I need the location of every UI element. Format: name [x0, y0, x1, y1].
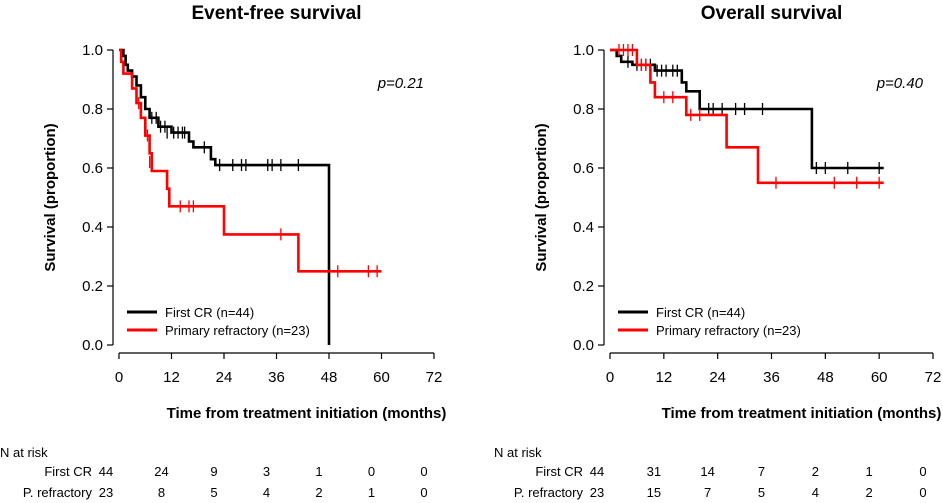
n-at-risk-value: 23: [590, 485, 604, 500]
n-at-risk-row-label: P. refractory: [514, 485, 584, 500]
survival-curve-first-cr: [119, 48, 331, 345]
x-tick-label: 60: [373, 369, 390, 386]
y-tick-label: 0.6: [573, 160, 594, 177]
n-at-risk-value: 5: [210, 485, 217, 500]
y-axis-label: Survival (proportion): [533, 123, 550, 271]
x-tick-label: 60: [871, 369, 888, 386]
n-at-risk-value: 1: [368, 485, 375, 500]
x-tick-label: 72: [426, 369, 443, 386]
n-at-risk-title: N at risk: [0, 445, 48, 460]
y-tick-label: 0.0: [82, 337, 103, 354]
n-at-risk-value: 0: [919, 464, 926, 479]
n-at-risk-value: 2: [812, 464, 819, 479]
y-tick-label: 0.8: [573, 101, 594, 118]
n-at-risk-value: 7: [758, 464, 765, 479]
n-at-risk-title: N at risk: [494, 445, 542, 460]
n-at-risk-value: 24: [154, 464, 168, 479]
n-at-risk-value: 1: [866, 464, 873, 479]
y-axis-label: Survival (proportion): [42, 123, 59, 271]
x-tick-label: 24: [709, 369, 726, 386]
n-at-risk-value: 31: [647, 464, 661, 479]
n-at-risk-value: 7: [704, 485, 711, 500]
legend-label: Primary refractory (n=23): [165, 323, 310, 338]
y-tick-label: 0.4: [82, 219, 103, 236]
x-tick-label: 12: [163, 369, 180, 386]
x-tick-label: 12: [655, 369, 672, 386]
legend-label: Primary refractory (n=23): [656, 323, 801, 338]
n-at-risk-row-label: First CR: [535, 464, 583, 479]
y-tick-label: 0.4: [573, 219, 594, 236]
n-at-risk-value: 0: [919, 485, 926, 500]
y-tick-label: 1.0: [82, 42, 103, 59]
n-at-risk-value: 9: [210, 464, 217, 479]
n-at-risk-value: 2: [866, 485, 873, 500]
survival-curve-primary-refractory: [119, 48, 382, 273]
x-tick-label: 0: [606, 369, 614, 386]
n-at-risk-value: 14: [700, 464, 714, 479]
y-tick-label: 0.2: [573, 278, 594, 295]
n-at-risk-value: 44: [590, 464, 604, 479]
n-at-risk-value: 3: [263, 464, 270, 479]
chart-title: Event-free survival: [191, 3, 361, 24]
x-axis-label: Time from treatment initiation (months): [662, 405, 942, 422]
x-tick-label: 0: [115, 369, 123, 386]
n-at-risk-value: 15: [647, 485, 661, 500]
chart-title: Overall survival: [701, 3, 843, 24]
y-tick-label: 0.6: [82, 160, 103, 177]
n-at-risk-row-label: First CR: [44, 464, 92, 479]
event-free-survival-panel: Event-free survival 0.0 0.2 0.4 0.6 0.8 1.0 0 12…: [0, 3, 447, 500]
survival-curve-first-cr: [610, 48, 884, 170]
x-tick-label: 36: [268, 369, 285, 386]
overall-survival-panel: Overall survival 0.0 0.2 0.4 0.6 0.8 1.0 0 12 24 3…: [472, 0, 943, 503]
y-tick-label: 0.0: [573, 337, 594, 354]
p-value-label: p=0.21: [377, 75, 424, 92]
y-tick-label: 1.0: [573, 42, 594, 59]
legend-label: First CR (n=44): [165, 305, 254, 320]
n-at-risk-value: 1: [315, 464, 322, 479]
n-at-risk-value: 4: [812, 485, 819, 500]
y-tick-label: 0.2: [82, 278, 103, 295]
n-at-risk-value: 2: [315, 485, 322, 500]
p-value-label: p=0.40: [876, 75, 924, 92]
n-at-risk-value: 23: [99, 485, 113, 500]
n-at-risk-value: 5: [758, 485, 765, 500]
legend-label: First CR (n=44): [656, 305, 745, 320]
n-at-risk-value: 8: [158, 485, 165, 500]
n-at-risk-value: 44: [99, 464, 113, 479]
x-axis-label: Time from treatment initiation (months): [167, 405, 447, 422]
y-tick-label: 0.8: [82, 101, 103, 118]
x-tick-label: 72: [925, 369, 942, 386]
x-tick-label: 24: [216, 369, 233, 386]
n-at-risk-value: 0: [420, 485, 427, 500]
n-at-risk-value: 0: [420, 464, 427, 479]
x-tick-label: 36: [763, 369, 780, 386]
survival-curve-primary-refractory: [610, 48, 884, 185]
n-at-risk-row-label: P. refractory: [23, 485, 93, 500]
n-at-risk-value: 0: [368, 464, 375, 479]
x-tick-label: 48: [817, 369, 834, 386]
n-at-risk-value: 4: [263, 485, 270, 500]
x-tick-label: 48: [321, 369, 338, 386]
